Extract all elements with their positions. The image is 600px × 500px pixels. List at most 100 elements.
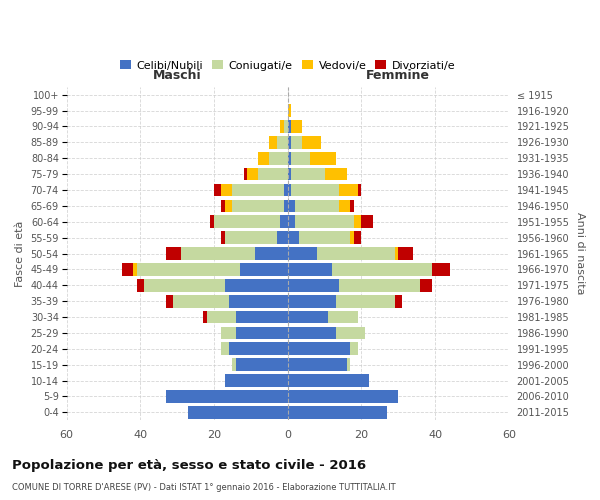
Bar [340,184,358,196]
Y-axis label: Anni di nascita: Anni di nascita [575,212,585,295]
Bar [288,232,299,244]
Bar [288,358,347,371]
Bar [258,168,288,180]
Bar [214,184,221,196]
Bar [310,152,335,164]
Bar [240,263,288,276]
Bar [236,358,288,371]
Bar [340,200,350,212]
Bar [288,326,335,340]
Bar [288,247,317,260]
Bar [288,120,292,133]
Bar [206,310,236,324]
Bar [431,263,450,276]
Legend: Celibi/Nubili, Coniugati/e, Vedovi/e, Divorziati/e: Celibi/Nubili, Coniugati/e, Vedovi/e, Di… [116,56,460,75]
Bar [288,406,387,418]
Bar [214,216,280,228]
Bar [247,168,258,180]
Bar [340,279,421,291]
Bar [232,200,284,212]
Bar [288,374,369,387]
Bar [288,390,398,403]
Bar [229,295,288,308]
Bar [280,216,288,228]
Bar [350,200,354,212]
Bar [288,152,292,164]
Bar [203,310,206,324]
Bar [302,136,321,148]
Bar [137,263,240,276]
Bar [292,136,302,148]
Bar [188,406,288,418]
Bar [288,200,295,212]
Bar [254,247,288,260]
Bar [361,216,373,228]
Bar [232,184,284,196]
Bar [166,295,173,308]
Bar [284,120,288,133]
Bar [288,342,350,355]
Bar [166,247,181,260]
Text: COMUNE DI TORRE D'ARESE (PV) - Dati ISTAT 1° gennaio 2016 - Elaborazione TUTTITA: COMUNE DI TORRE D'ARESE (PV) - Dati ISTA… [12,484,395,492]
Bar [221,232,225,244]
Bar [317,247,395,260]
Bar [211,216,214,228]
Bar [421,279,431,291]
Bar [133,263,137,276]
Bar [288,279,340,291]
Bar [137,279,144,291]
Bar [332,263,431,276]
Bar [292,152,310,164]
Bar [221,200,225,212]
Bar [288,184,292,196]
Text: Popolazione per età, sesso e stato civile - 2016: Popolazione per età, sesso e stato civil… [12,460,366,472]
Bar [295,216,354,228]
Bar [354,232,361,244]
Bar [277,232,288,244]
Bar [221,326,236,340]
Bar [325,168,347,180]
Bar [221,342,229,355]
Bar [277,136,288,148]
Bar [229,342,288,355]
Bar [244,168,247,180]
Bar [232,358,236,371]
Bar [347,358,350,371]
Bar [284,184,288,196]
Bar [269,136,277,148]
Bar [225,279,288,291]
Bar [288,104,292,117]
Bar [166,390,288,403]
Bar [221,184,232,196]
Text: Maschi: Maschi [153,69,202,82]
Bar [284,200,288,212]
Bar [398,247,413,260]
Bar [288,216,295,228]
Bar [258,152,269,164]
Bar [354,216,361,228]
Bar [122,263,133,276]
Bar [288,168,292,180]
Bar [269,152,288,164]
Bar [395,247,398,260]
Bar [335,326,365,340]
Bar [288,295,335,308]
Bar [280,120,284,133]
Y-axis label: Fasce di età: Fasce di età [15,220,25,286]
Bar [181,247,254,260]
Bar [292,120,302,133]
Bar [225,200,232,212]
Bar [350,232,354,244]
Bar [328,310,358,324]
Bar [236,326,288,340]
Bar [295,200,340,212]
Bar [144,279,225,291]
Text: Femmine: Femmine [367,69,430,82]
Bar [236,310,288,324]
Bar [292,168,325,180]
Bar [288,136,292,148]
Bar [288,310,328,324]
Bar [350,342,358,355]
Bar [288,263,332,276]
Bar [299,232,350,244]
